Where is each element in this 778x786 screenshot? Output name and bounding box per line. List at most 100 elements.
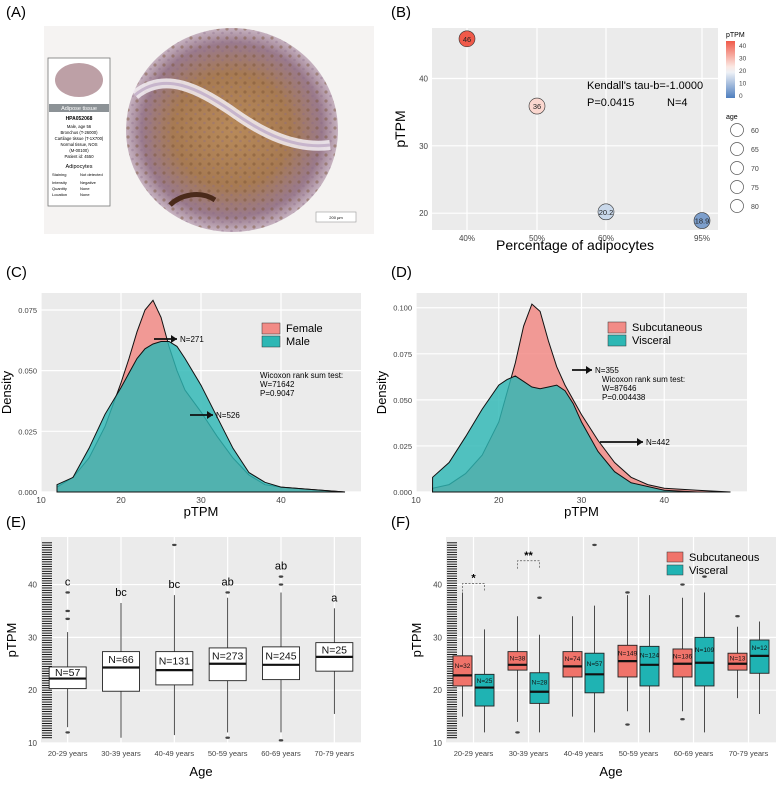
n-label: N=131 (159, 655, 190, 667)
n-label: N=25 (322, 644, 348, 656)
legend-label: Subcutaneous (689, 552, 760, 564)
legend-key (607, 334, 627, 347)
n-label: N=273 (212, 650, 243, 662)
y-tick-label: 0.050 (393, 396, 412, 405)
colorbar (726, 41, 735, 98)
arrow-head (637, 438, 643, 446)
n-label: N=136 (673, 654, 693, 661)
x-tick-label: 40% (459, 234, 475, 243)
data-point (597, 203, 615, 221)
outlier (65, 617, 70, 621)
card-row-value: Negative (80, 180, 97, 185)
card-line: Bronchus (T-26000) (60, 130, 98, 135)
colorbar-tick: 40 (739, 43, 747, 50)
tissue-image-panel: Adipose tissue HPA052068 Male, age 56 Br… (44, 26, 374, 234)
panel-label-c: (C) (6, 264, 27, 281)
x-axis-title: pTPM (564, 504, 599, 519)
y-tick-label: 0.100 (393, 304, 412, 313)
stat-annotation: P=0.0415 (587, 97, 634, 109)
card-line: Patient id: 4550 (64, 154, 94, 159)
n-label: N=12 (752, 645, 768, 652)
card-antibody: HPA052068 (66, 116, 93, 122)
box (529, 672, 550, 704)
panel-label-e: (E) (6, 514, 26, 531)
card-thumbnail (55, 63, 103, 97)
n-label: N=109 (695, 647, 715, 654)
box (102, 651, 140, 692)
n-label: N=32 (455, 663, 471, 670)
n-label: N=25 (477, 678, 493, 685)
outlier (65, 731, 70, 734)
significance-bracket (462, 583, 485, 592)
color-legend-title: pTPM (726, 32, 745, 39)
significance-letter: bc (115, 587, 127, 599)
card-row-key: Quantity (52, 186, 67, 191)
y-tick-label: 40 (28, 581, 37, 590)
significance-letter: c (65, 576, 71, 588)
box (155, 651, 194, 686)
y-tick-label: 30 (28, 633, 37, 642)
x-tick-label: 60-69 years (674, 749, 714, 758)
scale-bar (315, 211, 357, 223)
x-tick-label: 60-69 years (261, 749, 301, 758)
x-tick-label: 95% (694, 234, 710, 243)
y-tick-label: 0.025 (18, 427, 37, 436)
n-label: N=57 (55, 667, 81, 679)
size-legend-key (730, 161, 744, 175)
n-label: N=526 (216, 411, 240, 420)
legend-label: Subcutaneous (632, 322, 703, 334)
stat-annotation: Kendall's tau-b=-1.0000 (587, 80, 703, 92)
n-label: N=74 (565, 656, 581, 663)
x-tick-label: 30 (577, 495, 587, 505)
stat-annotation: P=0.004438 (602, 393, 646, 402)
box (474, 673, 495, 707)
significance-stars: ** (524, 550, 533, 562)
tissue-texture (126, 28, 338, 232)
size-legend-key (730, 180, 744, 194)
outlier (537, 596, 542, 599)
outlier (65, 591, 70, 594)
outlier (592, 543, 597, 547)
stat-annotation: P=0.9047 (260, 389, 295, 398)
card-line: Normal tissue, NOS (61, 142, 98, 147)
significance-letter: ab (222, 576, 234, 588)
x-tick-label: 20-29 years (48, 749, 88, 758)
box (262, 646, 300, 681)
data-point (458, 30, 476, 48)
x-tick-label: 50% (529, 234, 545, 243)
outlier (515, 731, 520, 734)
card-row-key: Staining (52, 172, 66, 177)
x-tick-label: 20 (116, 495, 126, 505)
y-tick-label: 20 (419, 209, 428, 218)
legend-key (261, 335, 281, 348)
panel-label-b: (B) (391, 4, 411, 21)
y-tick-label: 10 (433, 739, 442, 748)
n-label: N=355 (595, 366, 619, 375)
size-legend-key (730, 142, 744, 156)
box (452, 655, 473, 687)
card-header: Adipose tissue (61, 106, 97, 112)
size-legend-label: 65 (751, 147, 759, 154)
card-line: (M-00100) (69, 148, 89, 153)
size-legend-key (730, 123, 744, 137)
arrow-head (586, 366, 592, 374)
outlier (625, 591, 630, 594)
n-label: N=38 (510, 655, 526, 662)
legend-key (607, 321, 627, 334)
y-tick-label: 0.000 (18, 488, 37, 497)
card-row-key: Intensity (52, 180, 67, 185)
x-tick-label: 30-39 years (509, 749, 549, 758)
outlier (278, 739, 284, 742)
size-legend-label: 70 (751, 166, 759, 173)
outlier (625, 723, 630, 726)
n-label: N=57 (587, 661, 603, 668)
point-label: 46 (463, 35, 471, 44)
x-tick-label: 10 (36, 495, 46, 505)
scale-bar-label: 200 µm (329, 215, 343, 220)
colorbar-tick: 0 (739, 93, 743, 100)
legend-key (666, 564, 684, 576)
y-tick-label: 20 (433, 686, 442, 695)
card-line: Male, age 56 (67, 124, 92, 129)
y-tick-label: 0.025 (393, 442, 412, 451)
